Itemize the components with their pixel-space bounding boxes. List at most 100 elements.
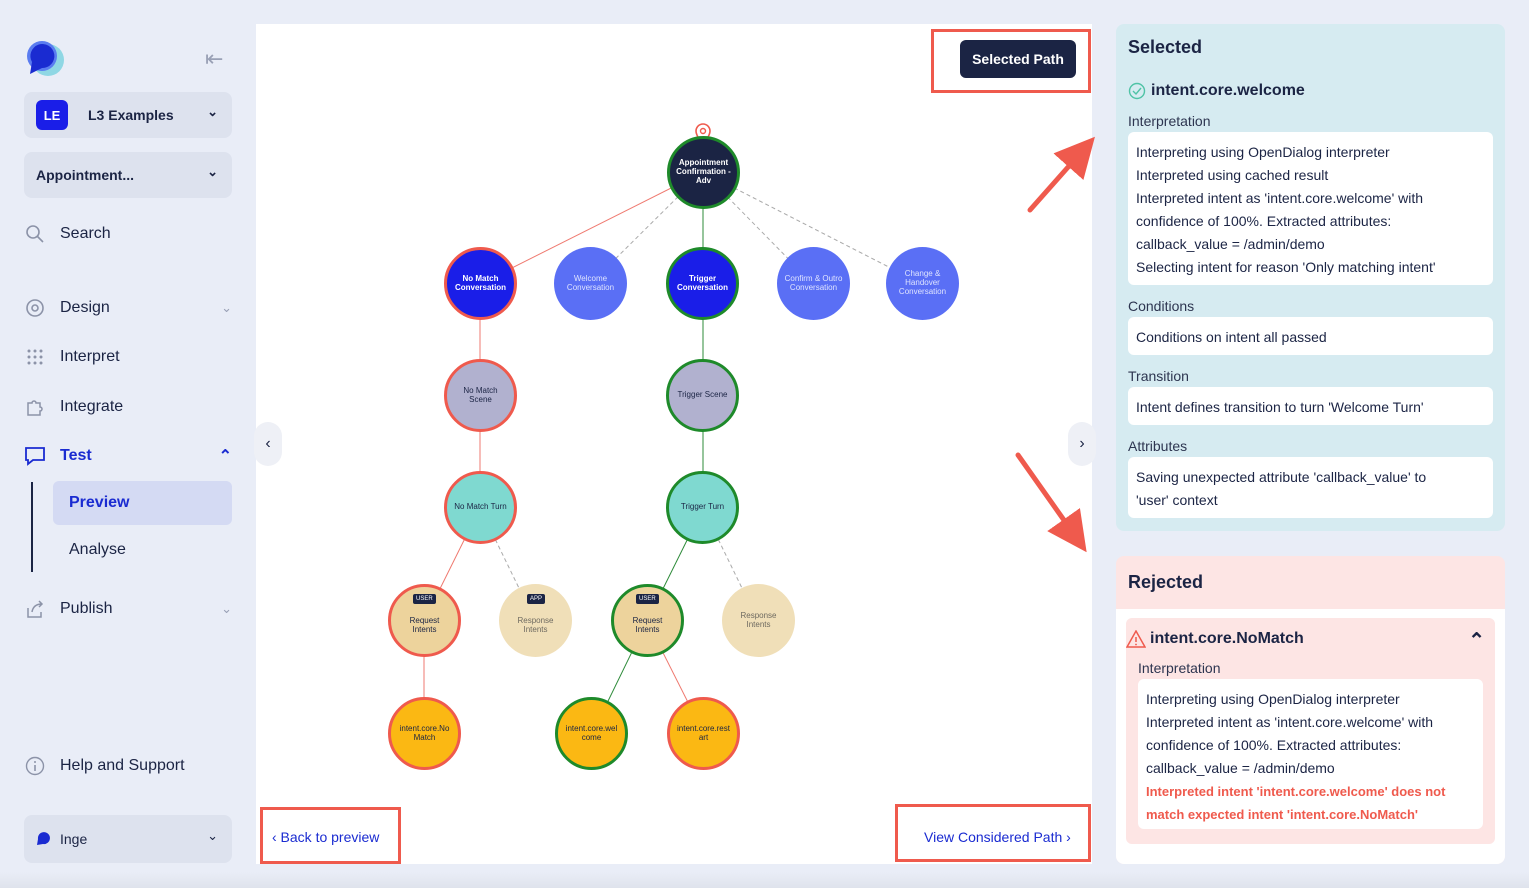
interpretation-label: Interpretation	[1128, 113, 1211, 129]
log-line: Interpreting using OpenDialog interprete…	[1136, 144, 1390, 160]
check-circle-icon	[1128, 82, 1146, 100]
log-line: Saving unexpected attribute 'callback_va…	[1136, 469, 1427, 485]
interpretation-box: Interpreting using OpenDialog interprete…	[1128, 132, 1493, 285]
node-no-match-conversation[interactable]: No Match Conversation	[444, 247, 517, 320]
node-intent-welcome[interactable]: intent.core.welcome	[555, 697, 628, 770]
rejected-intent-name: intent.core.NoMatch	[1150, 630, 1304, 647]
selected-intent-name: intent.core.welcome	[1151, 82, 1305, 99]
log-line: confidence of 100%. Extracted attributes…	[1136, 213, 1392, 229]
workspace-name: L3 Examples	[88, 107, 174, 123]
opendialog-logo	[27, 41, 64, 76]
nav-help[interactable]: Help and Support	[24, 755, 232, 777]
log-line: Conditions on intent all passed	[1136, 329, 1327, 345]
nav-interpret[interactable]: Interpret	[24, 346, 232, 368]
view-considered-path-link[interactable]: View Considered Path ›	[924, 829, 1071, 845]
transition-label: Transition	[1128, 368, 1189, 384]
attributes-box: Saving unexpected attribute 'callback_va…	[1128, 457, 1493, 518]
highlight-box	[895, 804, 1091, 862]
nav-test-label: Test	[60, 447, 92, 464]
nav-analyse[interactable]: Analyse	[53, 528, 232, 572]
rejected-intent-card: intent.core.NoMatch ⌃ Interpretation Int…	[1126, 618, 1495, 844]
path-visualization-canvas[interactable]: Appointment Confirmation - Adv No Match …	[254, 24, 1096, 864]
chevron-up-icon[interactable]: ⌃	[1468, 630, 1485, 652]
node-request-intents-trigger[interactable]: Request Intents	[611, 584, 684, 657]
node-scenario[interactable]: Appointment Confirmation - Adv	[667, 136, 740, 209]
warning-icon	[1126, 630, 1146, 648]
node-confirm-outro-conversation[interactable]: Confirm & Outro Conversation	[777, 247, 850, 320]
error-line: match expected intent 'intent.core.NoMat…	[1146, 807, 1419, 822]
node-no-match-scene[interactable]: No Match Scene	[444, 359, 517, 432]
log-line: Selecting intent for reason 'Only matchi…	[1136, 259, 1436, 275]
submenu-line	[31, 482, 33, 572]
rejected-panel: Rejected intent.core.NoMatch ⌃ Interpret…	[1116, 556, 1505, 864]
log-line: Intent defines transition to turn 'Welco…	[1136, 399, 1424, 415]
nav-integrate[interactable]: Integrate	[24, 396, 232, 418]
design-icon	[24, 297, 46, 319]
chat-icon	[24, 445, 46, 467]
chevron-down-icon: ⌄	[221, 300, 232, 315]
nav-publish-label: Publish	[60, 600, 113, 617]
conditions-box: Conditions on intent all passed	[1128, 317, 1493, 355]
highlight-box	[260, 807, 401, 864]
chevron-down-icon: ⌄	[221, 601, 232, 616]
log-line: Interpreted using cached result	[1136, 167, 1329, 183]
nav-integrate-label: Integrate	[60, 398, 124, 415]
nav-publish[interactable]: Publish ⌄	[24, 598, 232, 620]
back-to-preview-link[interactable]: ‹ Back to preview	[272, 829, 380, 845]
annotation-arrows	[1015, 136, 1095, 553]
workspace-badge: LE	[36, 100, 68, 130]
log-line: Interpreting using OpenDialog interprete…	[1146, 691, 1400, 707]
attributes-label: Attributes	[1128, 438, 1188, 454]
bottom-edge	[0, 872, 1529, 888]
node-welcome-conversation[interactable]: Welcome Conversation	[554, 247, 627, 320]
info-icon	[24, 755, 46, 777]
log-line: 'user' context	[1136, 492, 1218, 508]
scenario-name: Appointment...	[36, 167, 134, 183]
app-chip: APP	[527, 594, 546, 604]
workspace-selector[interactable]: LE L3 Examples ⌄	[24, 92, 232, 138]
user-name: Inge	[60, 831, 88, 847]
selected-intent: intent.core.welcome	[1128, 82, 1305, 100]
puzzle-icon	[24, 396, 46, 418]
node-change-handover-conversation[interactable]: Change & Handover Conversation	[886, 247, 959, 320]
selected-title: Selected	[1128, 37, 1203, 57]
nav-analyse-label: Analyse	[69, 541, 126, 558]
collapse-sidebar-icon[interactable]: ⇤	[205, 46, 224, 71]
nav-test[interactable]: Test ⌃	[24, 445, 232, 467]
log-line: confidence of 100%. Extracted attributes…	[1146, 737, 1402, 753]
scenario-selector[interactable]: Appointment... ⌄	[24, 152, 232, 198]
chevron-left-icon[interactable]: ‹	[254, 422, 282, 466]
log-line: Interpreted intent as 'intent.core.welco…	[1146, 714, 1434, 730]
nav-interpret-label: Interpret	[60, 348, 120, 365]
search-icon	[24, 223, 46, 245]
log-line: callback_value = /admin/demo	[1136, 236, 1325, 252]
nav-preview[interactable]: Preview	[53, 481, 232, 525]
user-menu[interactable]: Inge ⌄	[24, 815, 232, 863]
nav-design[interactable]: Design ⌄	[24, 297, 232, 319]
selected-panel: Selected intent.core.welcome Interpretat…	[1116, 24, 1505, 531]
chevron-up-icon: ⌃	[218, 448, 232, 465]
user-chip: USER	[413, 594, 436, 604]
error-line: Interpreted intent 'intent.core.welcome'…	[1146, 784, 1446, 799]
highlight-box	[931, 29, 1091, 93]
node-response-intents-trigger[interactable]: Response Intents	[722, 584, 795, 657]
log-line: Interpreted intent as 'intent.core.welco…	[1136, 190, 1424, 206]
node-trigger-scene[interactable]: Trigger Scene	[666, 359, 739, 432]
node-intent-restart[interactable]: intent.core.restart	[667, 697, 740, 770]
rejected-intent: intent.core.NoMatch	[1126, 630, 1304, 648]
nav-search-label: Search	[60, 225, 111, 242]
node-intent-nomatch[interactable]: intent.core.NoMatch	[388, 697, 461, 770]
user-avatar-icon	[37, 832, 50, 845]
interpretation-label: Interpretation	[1138, 660, 1221, 676]
nav-search[interactable]: Search	[24, 223, 232, 245]
selected-path-button[interactable]: Selected Path	[960, 40, 1076, 78]
node-trigger-turn[interactable]: Trigger Turn	[666, 471, 739, 544]
node-trigger-conversation[interactable]: Trigger Conversation	[666, 247, 739, 320]
rejected-title: Rejected	[1128, 572, 1204, 592]
chevron-right-icon[interactable]: ›	[1068, 422, 1096, 466]
nav-help-label: Help and Support	[60, 757, 185, 774]
node-no-match-turn[interactable]: No Match Turn	[444, 471, 517, 544]
user-chip: USER	[636, 594, 659, 604]
nav-design-label: Design	[60, 299, 110, 316]
chevron-down-icon: ⌄	[207, 104, 218, 119]
